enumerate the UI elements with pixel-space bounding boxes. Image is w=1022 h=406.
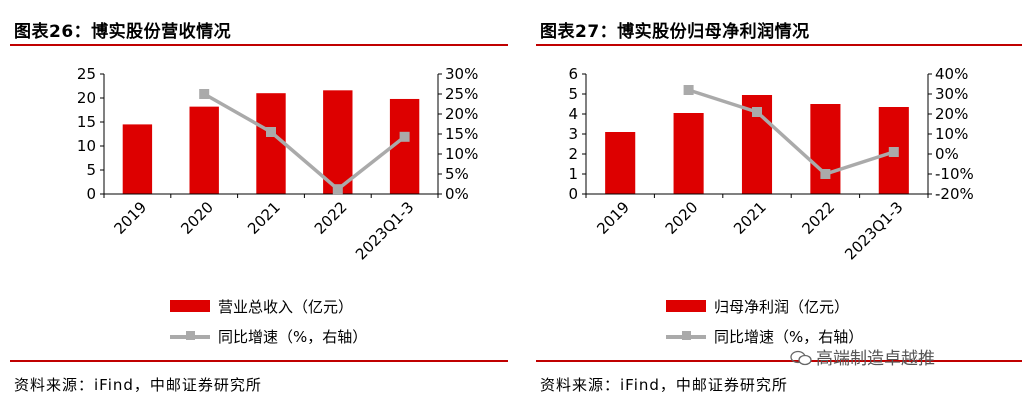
- watermark-text: 高端制造卓越推: [816, 349, 935, 369]
- source-note: 资料来源：iFind，中邮证券研究所: [14, 376, 262, 394]
- y-tick-label-left: 6: [568, 65, 578, 83]
- legend-label-line: 同比增速（%，右轴）: [218, 328, 368, 346]
- bar: [810, 104, 841, 194]
- growth-point: [399, 131, 410, 142]
- y-tick-label-right: 25%: [445, 85, 478, 103]
- y-tick-label-right: 30%: [445, 65, 478, 83]
- y-tick-label-left: 10: [77, 137, 96, 155]
- y-tick-label-right: 30%: [935, 85, 968, 103]
- x-tick-label: 2021: [244, 198, 284, 238]
- source-bar: 资料来源：iFind，中邮证券研究所: [536, 360, 1022, 402]
- bar: [122, 124, 153, 194]
- bar: [256, 93, 286, 194]
- title-bar: 图表27：博实股份归母净利润情况: [536, 6, 1022, 46]
- chart-panel-revenue: 图表26：博实股份营收情况 0 5 10 15 20 25 0% 5% 10% 15% 20% 25%…: [10, 0, 508, 406]
- legend-label-bar: 营业总收入（亿元）: [218, 298, 354, 316]
- x-tick-label: 2019: [593, 198, 633, 238]
- growth-point: [888, 147, 899, 157]
- chart-title: 图表27：博实股份归母净利润情况: [540, 22, 810, 42]
- legend-label-line: 同比增速（%，右轴）: [714, 328, 864, 346]
- y-tick-label-left: 3: [568, 125, 578, 143]
- y-tick-label-left: 20: [77, 89, 96, 107]
- title-bar: 图表26：博实股份营收情况: [10, 6, 508, 46]
- source-note: 资料来源：iFind，中邮证券研究所: [540, 376, 788, 394]
- legend-swatch-marker: [186, 331, 195, 340]
- y-tick-label-right: 10%: [935, 125, 968, 143]
- x-tick-label: 2020: [177, 198, 217, 238]
- x-tick-label: 2021: [730, 198, 770, 238]
- x-tick-label: 2023Q1-3: [841, 198, 906, 263]
- net-profit-chart: 0 1 2 3 4 5 6 -20% -10% 0% 10% 20% 30% 40% 2019 2020 202…: [568, 65, 974, 263]
- y-tick-label-right: -10%: [935, 165, 974, 183]
- revenue-chart: 0 5 10 15 20 25 0% 5% 10% 15% 20% 25% 30% 2019 2020 202…: [77, 65, 478, 263]
- y-tick-label-right: 20%: [935, 105, 968, 123]
- chart-title: 图表26：博实股份营收情况: [14, 22, 232, 42]
- x-tick-label: 2019: [110, 198, 150, 238]
- x-tick-label: 2020: [662, 198, 702, 238]
- y-tick-label-left: 25: [77, 65, 96, 83]
- source-bar: 资料来源：iFind，中邮证券研究所: [10, 360, 508, 402]
- bar: [323, 90, 353, 194]
- legend-swatch-bar: [666, 300, 706, 312]
- y-tick-label-left: 5: [568, 85, 578, 103]
- x-tick-label: 2022: [798, 198, 838, 238]
- legend-swatch-marker: [682, 331, 691, 340]
- bar: [673, 113, 704, 194]
- y-tick-label-right: 0%: [445, 185, 469, 203]
- watermark: 高端制造卓越推: [790, 344, 935, 369]
- y-tick-label-right: 20%: [445, 105, 478, 123]
- growth-point: [752, 107, 762, 117]
- y-tick-label-right: 0%: [935, 145, 959, 163]
- y-tick-label-right: 15%: [445, 125, 478, 143]
- growth-point: [820, 169, 831, 179]
- y-tick-label-right: 5%: [445, 165, 469, 183]
- bar: [189, 106, 219, 194]
- growth-point: [266, 127, 276, 137]
- growth-point: [199, 89, 210, 99]
- x-tick-label: 2022: [311, 198, 351, 238]
- y-tick-label-right: -20%: [935, 185, 974, 203]
- growth-point: [332, 184, 343, 195]
- x-tick-label: 2023Q1-3: [352, 198, 417, 263]
- y-tick-label-left: 2: [568, 145, 578, 163]
- y-tick-label-left: 1: [568, 165, 578, 183]
- y-tick-label-right: 10%: [445, 145, 478, 163]
- y-tick-label-left: 5: [86, 161, 96, 179]
- chart-panel-net-profit: 图表27：博实股份归母净利润情况 0 1 2 3 4 5 6 -20% -10% 0% 10% 20%…: [536, 0, 1022, 406]
- legend-swatch-bar: [170, 300, 210, 312]
- bar: [605, 132, 636, 194]
- y-tick-label-left: 15: [77, 113, 96, 131]
- growth-line: [203, 92, 406, 192]
- y-tick-label-right: 40%: [935, 65, 968, 83]
- growth-point: [683, 85, 694, 95]
- wechat-icon: [790, 350, 812, 366]
- y-tick-label-left: 0: [568, 185, 578, 203]
- growth-line: [688, 88, 895, 176]
- legend-label-bar: 归母净利润（亿元）: [714, 298, 850, 316]
- y-tick-label-left: 0: [86, 185, 96, 203]
- y-tick-label-left: 4: [568, 105, 578, 123]
